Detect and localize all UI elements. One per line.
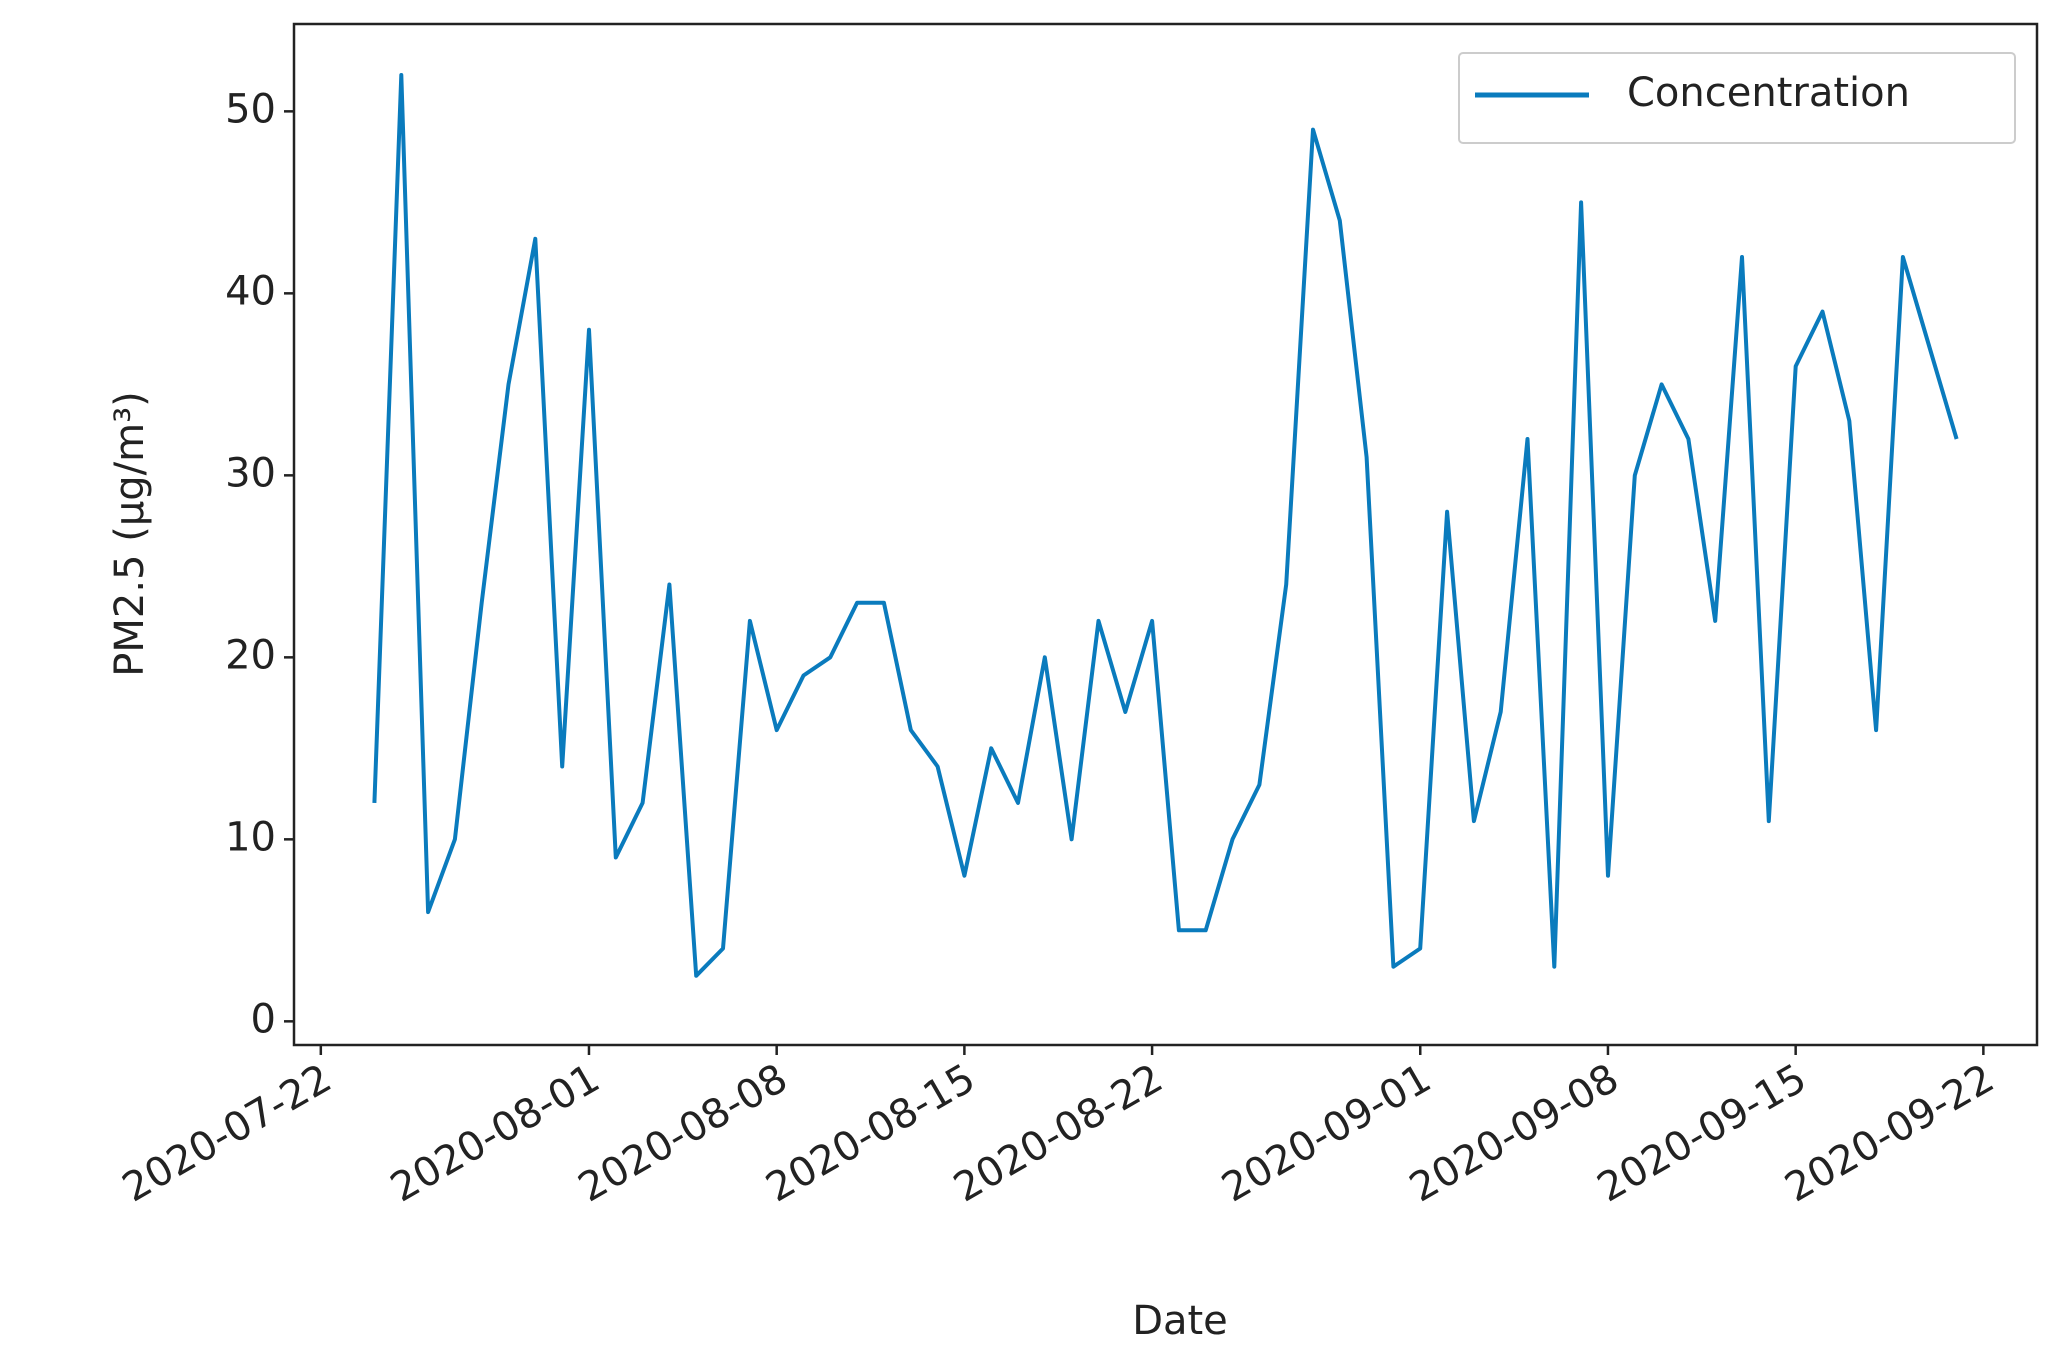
y-tick-label: 50 — [225, 86, 276, 132]
y-tick-label: 30 — [225, 450, 276, 496]
y-tick-label: 10 — [225, 814, 276, 860]
plot-frame — [292, 22, 2039, 1047]
x-tick-label: 2020-09-01 — [1214, 1055, 1438, 1211]
y-tick-label: 0 — [251, 996, 276, 1042]
data-line — [372, 73, 1959, 978]
legend-label: Concentration — [1627, 70, 1910, 116]
y-tick-label: 20 — [225, 632, 276, 678]
x-tick-label: 2020-08-22 — [946, 1055, 1170, 1211]
x-tick-label: 2020-09-15 — [1590, 1055, 1814, 1211]
x-tick-label: 2020-09-08 — [1402, 1055, 1626, 1211]
x-axis-label: Date — [1132, 1298, 1228, 1344]
x-tick-label: 2020-07-22 — [115, 1055, 339, 1211]
x-tick-label: 2020-08-01 — [383, 1055, 607, 1211]
x-tick-label: 2020-09-22 — [1778, 1055, 2002, 1211]
y-axis-label: PM2.5 (µg/m³) — [107, 391, 153, 677]
x-tick-label: 2020-08-15 — [759, 1055, 983, 1211]
x-tick-label: 2020-08-08 — [571, 1055, 795, 1211]
y-tick-label: 40 — [225, 268, 276, 314]
legend-box — [1458, 52, 2016, 144]
